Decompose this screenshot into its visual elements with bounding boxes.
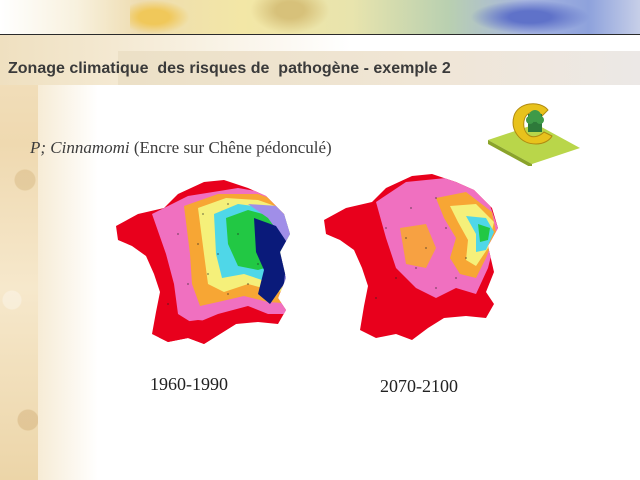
- leaf-decoration: [250, 0, 330, 34]
- title-background: [118, 51, 640, 85]
- pathogen-name: P; Cinnamomi: [30, 138, 130, 157]
- decorative-banner: [0, 0, 640, 34]
- flower-decoration: [470, 0, 590, 34]
- leaf-decoration: [130, 0, 190, 34]
- france-risk-map: [116, 180, 290, 344]
- pathogen-description: (Encre sur Chêne pédonculé): [129, 138, 332, 157]
- divider: [0, 34, 640, 35]
- title-band: [0, 35, 640, 85]
- map-caption-1960-1990: 1960-1990: [150, 374, 228, 394]
- france-risk-map: [324, 174, 498, 340]
- map-subtitle: P; Cinnamomi (Encre sur Chêne pédonculé): [30, 138, 332, 158]
- c-logo-icon: [488, 103, 580, 166]
- page-title: Zonage climatique des risques de pathogè…: [8, 60, 451, 77]
- map-caption-2070-2100: 2070-2100: [380, 376, 458, 396]
